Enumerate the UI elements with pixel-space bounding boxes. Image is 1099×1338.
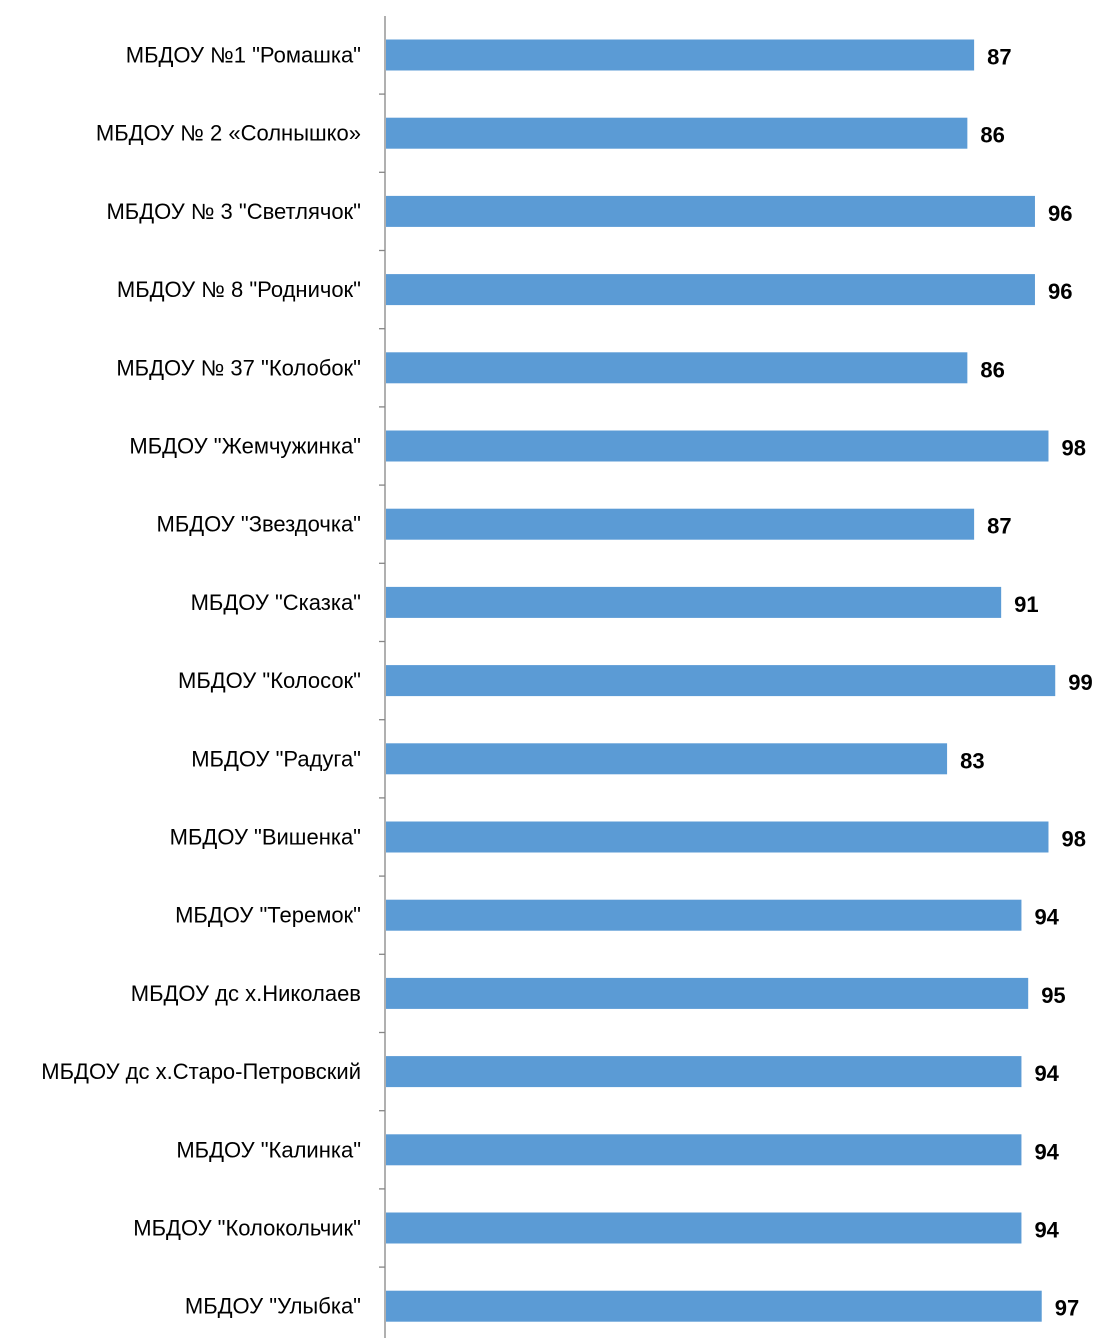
category-tick-label: МБДОУ дс х.Старо-Петровский [41, 1059, 361, 1084]
bar [386, 117, 968, 149]
category-tick-label: МБДОУ дс х.Николаев [131, 981, 361, 1006]
bar [386, 743, 948, 775]
data-label: 97 [1055, 1296, 1079, 1321]
data-label: 95 [1041, 983, 1065, 1008]
data-label: 86 [980, 357, 1004, 382]
bar [386, 899, 1022, 931]
data-label: 94 [1034, 1139, 1059, 1164]
data-label: 86 [980, 123, 1004, 148]
category-tick-label: МБДОУ "Звездочка" [157, 512, 361, 537]
category-tick-label: МБДОУ "Теремок" [175, 903, 361, 928]
category-tick-label: МБДОУ № 37 "Колобок" [116, 355, 361, 380]
bar [386, 1056, 1022, 1088]
bar [386, 195, 1035, 227]
bar [386, 274, 1035, 306]
bar [386, 665, 1056, 697]
category-tick-label: МБДОУ "Улыбка" [185, 1294, 361, 1319]
category-tick-label: МБДОУ "Колосок" [178, 668, 361, 693]
data-label: 98 [1061, 436, 1085, 461]
bar [386, 1134, 1022, 1166]
plot-area: МБДОУ №1 "Ромашка" 87 МБДОУ № 2 «Солнышко»… [41, 16, 1093, 1338]
bar [386, 1212, 1022, 1244]
data-label: 87 [987, 45, 1011, 70]
category-tick-label: МБДОУ "Калинка" [176, 1137, 361, 1162]
category-tick-label: МБДОУ "Сказка" [191, 590, 361, 615]
bar [386, 39, 975, 71]
bar [386, 352, 968, 384]
category-tick-label: МБДОУ № 2 «Солнышко» [96, 121, 361, 146]
bar [386, 821, 1049, 853]
category-tick-label: МБДОУ "Вишенка" [170, 825, 361, 850]
data-label: 87 [987, 514, 1011, 539]
bar [386, 508, 975, 540]
data-label: 91 [1014, 592, 1038, 617]
data-label: 96 [1048, 279, 1072, 304]
bar [386, 430, 1049, 462]
data-label: 98 [1061, 827, 1085, 852]
data-label: 94 [1034, 905, 1059, 930]
data-label: 96 [1048, 201, 1072, 226]
category-tick-label: МБДОУ № 3 "Светлячок" [106, 199, 361, 224]
data-label: 94 [1034, 1061, 1059, 1086]
category-tick-label: МБДОУ № 8 "Родничок" [117, 277, 361, 302]
category-tick-label: МБДОУ №1 "Ромашка" [126, 43, 361, 68]
category-tick-label: МБДОУ "Радуга" [191, 746, 361, 771]
bar [386, 586, 1002, 618]
data-label: 83 [960, 748, 984, 773]
category-tick-label: МБДОУ "Колокольчик" [133, 1216, 361, 1241]
data-label: 99 [1068, 670, 1092, 695]
data-label: 94 [1034, 1218, 1059, 1243]
bar [386, 977, 1029, 1009]
bar [386, 1290, 1042, 1322]
category-tick-label: МБДОУ "Жемчужинка" [129, 434, 361, 459]
